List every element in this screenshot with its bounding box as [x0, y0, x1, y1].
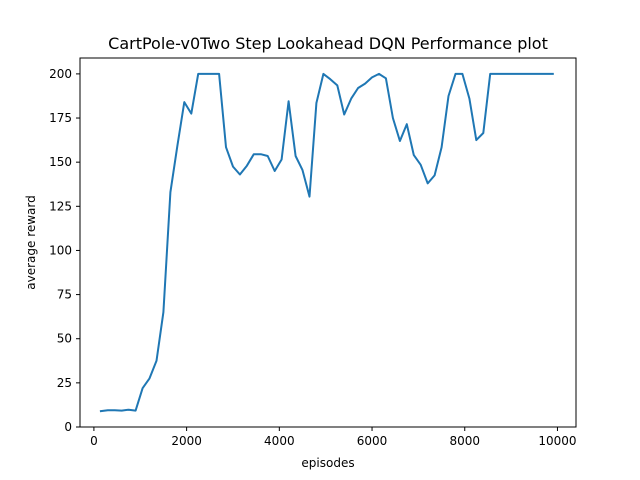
axes-frame	[79, 57, 577, 428]
y-tick-label: 75	[57, 288, 72, 302]
x-tick-label: 10000	[538, 434, 576, 448]
x-tick-label: 4000	[264, 434, 295, 448]
y-axis: 0 25 50 75 100 125 150 175 200	[49, 67, 80, 434]
y-tick-label: 200	[49, 67, 72, 81]
y-tick-label: 0	[64, 420, 72, 434]
y-tick-label: 175	[49, 111, 72, 125]
y-tick-label: 125	[49, 199, 72, 213]
x-tick-label: 2000	[171, 434, 202, 448]
plot-area	[99, 72, 554, 413]
y-tick-label: 150	[49, 155, 72, 169]
y-axis-label: average reward	[24, 195, 38, 290]
x-tick-label: 8000	[449, 434, 480, 448]
chart-title: CartPole-v0Two Step Lookahead DQN Perfor…	[108, 34, 548, 53]
x-axis: 0 2000 4000 6000 8000 10000	[90, 427, 577, 448]
x-tick-label: 6000	[357, 434, 388, 448]
x-axis-label: episodes	[301, 456, 354, 470]
y-tick-label: 25	[57, 376, 72, 390]
y-tick-label: 50	[57, 332, 72, 346]
x-tick-label: 0	[90, 434, 98, 448]
series-line	[99, 72, 554, 413]
y-tick-label: 100	[49, 243, 72, 257]
